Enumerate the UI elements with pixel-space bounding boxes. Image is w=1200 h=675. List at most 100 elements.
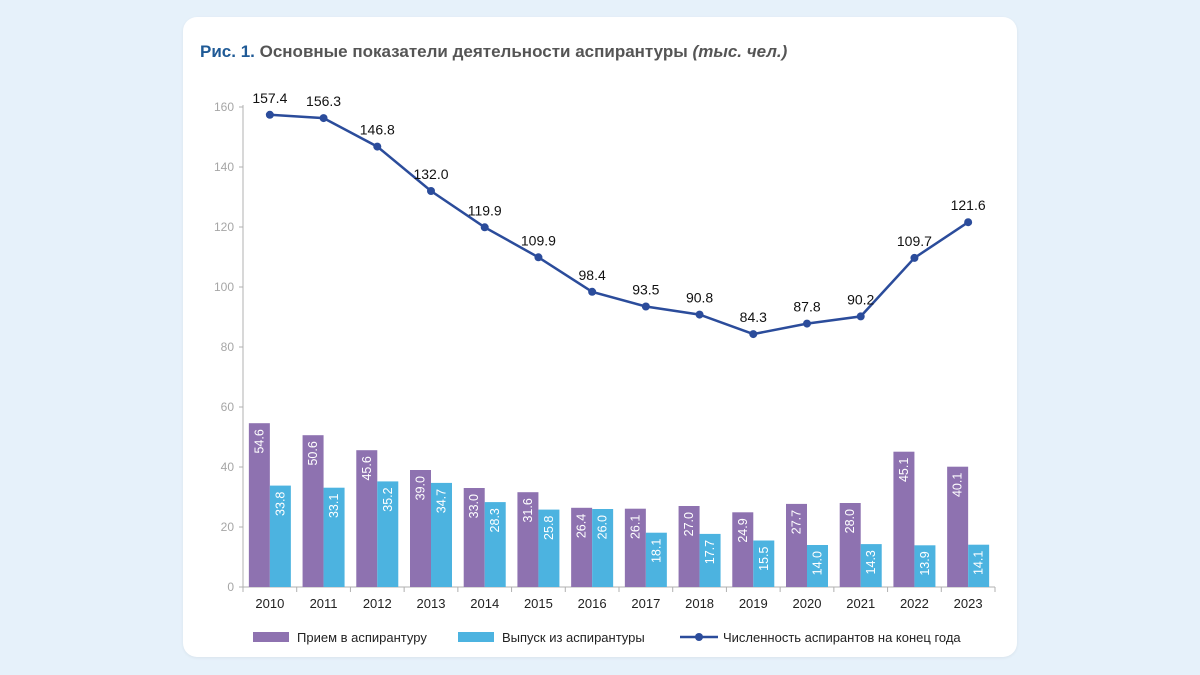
title-main: Основные показатели деятельности аспиран… xyxy=(259,42,688,61)
graduation-bar xyxy=(323,487,345,587)
graduation-bar-label: 34.7 xyxy=(435,489,449,513)
graduation-bar-label: 25.8 xyxy=(542,516,556,540)
graduation-bar-label: 33.1 xyxy=(327,494,341,518)
enrollment-point-label: 90.2 xyxy=(847,291,874,307)
x-tick-label: 2014 xyxy=(470,596,499,611)
legend-swatch-graduation xyxy=(458,632,494,642)
admission-bar xyxy=(786,503,807,587)
x-tick-label: 2021 xyxy=(846,596,875,611)
graduation-bar xyxy=(968,544,990,587)
graduation-bar xyxy=(645,532,667,587)
enrollment-point-label: 157.4 xyxy=(252,90,287,106)
graduation-bar xyxy=(538,509,560,587)
chart-title: Рис. 1. Основные показатели деятельности… xyxy=(200,42,787,62)
legend-swatch-enrollment-marker xyxy=(695,633,703,641)
graduation-bar-label: 35.2 xyxy=(381,487,395,511)
y-tick-label: 40 xyxy=(221,460,235,474)
admission-bar xyxy=(356,450,378,587)
admission-bar xyxy=(732,512,754,587)
enrollment-point-label: 119.9 xyxy=(468,202,502,218)
admission-bar xyxy=(624,508,646,587)
admission-bar xyxy=(571,507,593,587)
enrollment-point-label: 146.8 xyxy=(360,122,395,138)
enrollment-point xyxy=(534,253,543,262)
figure-number: Рис. 1. xyxy=(200,42,255,61)
x-tick-label: 2016 xyxy=(578,596,607,611)
enrollment-point xyxy=(910,253,919,262)
enrollment-point-label: 87.8 xyxy=(793,299,820,315)
admission-bar-label: 31.6 xyxy=(521,498,535,522)
x-tick-label: 2020 xyxy=(793,596,822,611)
admission-bar xyxy=(947,466,969,587)
enrollment-point xyxy=(964,218,973,227)
x-tick-label: 2022 xyxy=(900,596,929,611)
graduation-bar xyxy=(431,482,452,587)
admission-bar-label: 40.1 xyxy=(951,473,965,497)
admission-bar xyxy=(893,451,915,587)
enrollment-point xyxy=(749,330,758,339)
admission-bar-label: 26.1 xyxy=(628,515,642,539)
enrollment-point-label: 121.6 xyxy=(951,197,986,213)
legend-swatch-admission xyxy=(253,632,289,642)
graduation-bar-label: 28.3 xyxy=(488,508,502,532)
graduation-bar-label: 17.7 xyxy=(703,540,717,564)
admission-bar xyxy=(839,503,861,587)
y-tick-label: 20 xyxy=(221,520,235,534)
enrollment-point xyxy=(588,287,597,296)
admission-bar xyxy=(463,488,485,587)
admission-bar-label: 26.4 xyxy=(575,514,589,538)
x-tick-label: 2011 xyxy=(310,596,338,611)
enrollment-point-label: 93.5 xyxy=(632,282,659,298)
graduation-bar-label: 14.1 xyxy=(972,551,986,575)
admission-bar-label: 54.6 xyxy=(252,429,266,453)
enrollment-point-label: 109.7 xyxy=(897,233,932,249)
enrollment-point xyxy=(427,187,435,195)
enrollment-point xyxy=(373,142,382,151)
x-tick-label: 2019 xyxy=(739,596,768,611)
y-tick-label: 0 xyxy=(227,580,234,594)
y-tick-label: 60 xyxy=(221,400,235,414)
enrollment-point xyxy=(265,110,274,119)
graduation-bar xyxy=(753,540,775,587)
x-tick-label: 2017 xyxy=(631,596,660,611)
enrollment-point xyxy=(319,114,328,123)
admission-bar xyxy=(678,506,700,587)
x-tick-label: 2012 xyxy=(363,596,392,611)
graduation-bar-label: 15.5 xyxy=(757,546,771,570)
y-tick-label: 120 xyxy=(214,220,234,234)
x-tick-label: 2013 xyxy=(417,596,446,611)
enrollment-point-label: 90.8 xyxy=(686,290,713,306)
enrollment-point-label: 109.9 xyxy=(521,232,556,248)
graduation-bar-label: 18.1 xyxy=(649,539,663,563)
y-tick-label: 160 xyxy=(214,100,234,114)
admission-bar xyxy=(517,492,539,587)
title-units: (тыс. чел.) xyxy=(692,42,788,61)
admission-bar-label: 24.9 xyxy=(736,518,750,542)
graduation-bar-label: 33.8 xyxy=(273,492,287,516)
admission-bar-label: 27.0 xyxy=(682,512,696,536)
graduation-bar xyxy=(914,545,936,587)
admission-bar-label: 27.7 xyxy=(790,510,804,534)
enrollment-point xyxy=(695,310,704,319)
admission-bar xyxy=(248,423,270,587)
x-tick-label: 2010 xyxy=(255,596,284,611)
legend-label-graduation: Выпуск из аспирантуры xyxy=(502,630,645,645)
admission-bar-label: 45.1 xyxy=(897,458,911,482)
graduation-bar-label: 14.3 xyxy=(864,550,878,574)
admission-bar xyxy=(302,435,324,587)
graduation-bar-label: 14.0 xyxy=(811,551,825,575)
x-tick-label: 2023 xyxy=(954,596,983,611)
admission-bar-label: 33.0 xyxy=(467,494,481,518)
admission-bar-label: 45.6 xyxy=(360,456,374,480)
x-tick-label: 2015 xyxy=(524,596,553,611)
admission-bar xyxy=(410,470,431,587)
x-tick-label: 2018 xyxy=(685,596,714,611)
enrollment-point xyxy=(803,319,811,328)
graduation-bar xyxy=(592,509,614,587)
graduation-bar-label: 26.0 xyxy=(596,515,610,539)
graduation-bar-label: 13.9 xyxy=(918,551,932,575)
enrollment-point xyxy=(480,223,489,232)
enrollment-point xyxy=(641,302,650,311)
graduation-bar xyxy=(484,502,506,587)
